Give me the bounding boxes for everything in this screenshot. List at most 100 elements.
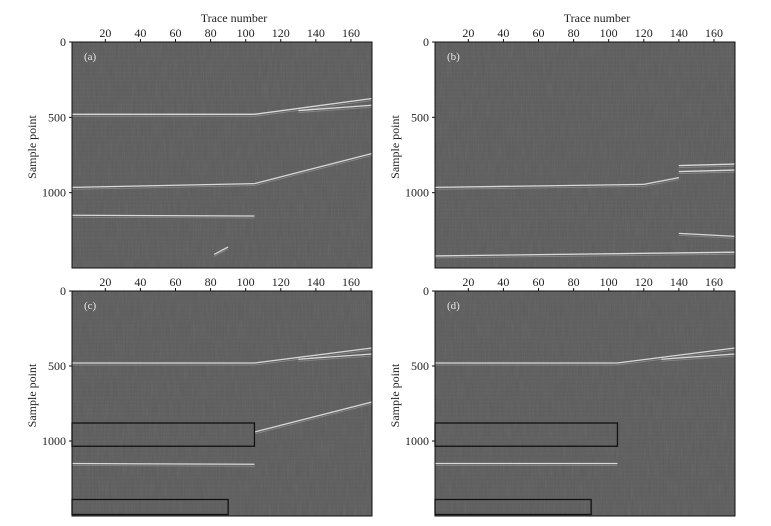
reflection-event-echo: [254, 403, 373, 435]
y-tick-label: 500: [48, 110, 66, 124]
panel-frame: [434, 41, 736, 269]
reflection-event-echo: [213, 248, 229, 257]
noise-overlay: [435, 42, 735, 268]
x-axis-title: Trace number: [201, 11, 268, 25]
x-tick-label: 120: [635, 26, 653, 40]
reflection-event: [298, 104, 373, 112]
reflection-event-echo: [678, 165, 736, 168]
panel-frame: [71, 290, 373, 517]
y-axis-title: Sample point: [388, 363, 402, 427]
x-tick-label: 100: [237, 275, 255, 289]
x-tick-label: 100: [600, 275, 618, 289]
x-tick-label: 20: [462, 26, 474, 40]
reflection-event-echo: [298, 355, 373, 362]
x-tick-label: 60: [533, 26, 545, 40]
reflection-event: [617, 347, 736, 364]
x-tick-label: 140: [670, 275, 688, 289]
y-tick-label: 0: [423, 284, 429, 298]
x-tick-label: 160: [705, 26, 723, 40]
reflection-event: [71, 182, 255, 189]
y-tick-label: 500: [411, 359, 429, 373]
reflection-event-echo: [617, 349, 736, 366]
x-tick-label: 140: [307, 26, 325, 40]
x-tick-label: 60: [533, 275, 545, 289]
reflection-event: [254, 347, 373, 364]
panel-frame: [71, 41, 373, 269]
x-tick-label: 120: [272, 26, 290, 40]
reflection-event: [71, 214, 255, 217]
x-tick-label: 40: [134, 26, 146, 40]
x-tick-label: 160: [705, 275, 723, 289]
y-tick-label: 0: [60, 35, 66, 49]
y-tick-label: 1000: [42, 434, 66, 448]
y-tick-label: 500: [411, 110, 429, 124]
reflection-event: [678, 163, 736, 167]
noise-overlay: [72, 291, 372, 516]
y-axis-title: Sample point: [25, 115, 39, 179]
reflection-event-echo: [661, 355, 736, 362]
y-axis-title: Sample point: [25, 363, 39, 427]
reflection-event: [661, 353, 736, 360]
x-tick-label: 40: [497, 275, 509, 289]
x-tick-label: 60: [170, 275, 182, 289]
x-tick-label: 160: [342, 275, 360, 289]
x-axis-title: Trace number: [564, 11, 631, 25]
reflection-event-echo: [254, 155, 373, 187]
x-tick-label: 120: [272, 275, 290, 289]
reflection-event: [678, 232, 736, 238]
reflection-event-echo: [254, 349, 373, 366]
reflection-event-echo: [254, 100, 373, 117]
reflection-event: [434, 183, 644, 189]
panel-a: 20 40 60 80 100 120 140 160 0 500 1000 Trace number…: [25, 11, 373, 269]
reflection-event-echo: [434, 185, 644, 190]
reflection-event-echo: [434, 253, 736, 259]
reflection-event: [643, 176, 679, 186]
panel-label: (a): [84, 51, 97, 63]
x-tick-label: 140: [307, 275, 325, 289]
x-tick-label: 20: [99, 26, 111, 40]
reflection-event: [678, 169, 736, 173]
reflection-event: [213, 246, 229, 256]
reflection-event: [298, 353, 373, 360]
y-tick-label: 1000: [405, 186, 429, 200]
reflection-event-echo: [71, 216, 255, 219]
y-axis-title: Sample point: [388, 115, 402, 179]
panel-b: 20 40 60 80 100 120 140 160 0 500 1000 Trace number…: [388, 11, 736, 269]
x-tick-label: 100: [237, 26, 255, 40]
x-tick-label: 80: [568, 275, 580, 289]
panel-label: (c): [84, 300, 97, 312]
y-tick-label: 500: [48, 359, 66, 373]
x-tick-label: 20: [99, 275, 111, 289]
x-tick-label: 80: [568, 26, 580, 40]
reflection-event-echo: [298, 106, 373, 113]
y-tick-label: 1000: [405, 434, 429, 448]
reflection-event-echo: [643, 179, 679, 187]
reflection-event-echo: [678, 234, 736, 239]
y-tick-label: 1000: [42, 186, 66, 200]
x-tick-label: 80: [205, 26, 217, 40]
x-tick-label: 100: [600, 26, 618, 40]
reflection-event-echo: [71, 465, 255, 467]
reflection-event: [254, 152, 373, 185]
reflection-event-echo: [678, 171, 736, 174]
reflection-event: [434, 251, 736, 257]
reflection-event: [254, 97, 373, 115]
noise-overlay: [435, 291, 735, 516]
y-tick-label: 0: [423, 35, 429, 49]
x-tick-label: 20: [462, 275, 474, 289]
x-tick-label: 140: [670, 26, 688, 40]
x-tick-label: 40: [134, 275, 146, 289]
reflection-event: [254, 401, 373, 433]
panel-frame: [434, 290, 736, 517]
x-tick-label: 60: [170, 26, 182, 40]
x-tick-label: 120: [635, 275, 653, 289]
y-tick-label: 0: [60, 284, 66, 298]
x-tick-label: 80: [205, 275, 217, 289]
x-tick-label: 160: [342, 26, 360, 40]
x-tick-label: 40: [497, 26, 509, 40]
panel-label: (b): [447, 51, 460, 63]
reflection-event: [71, 462, 255, 465]
